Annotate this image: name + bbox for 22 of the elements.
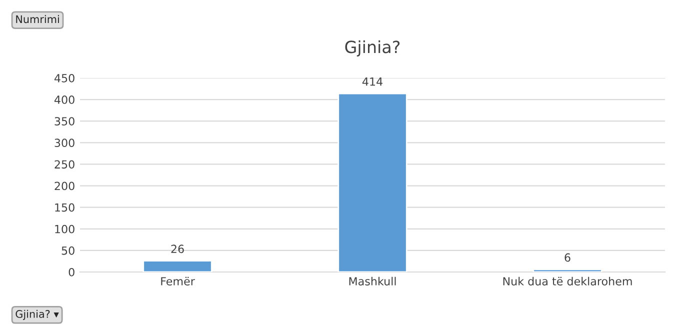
y-tick-label: 100 xyxy=(55,224,74,234)
x-tick-label: Mashkull xyxy=(349,276,396,286)
y-tick-label: 150 xyxy=(55,203,74,212)
x-tick-label: Femër xyxy=(161,276,195,286)
data-label: 6 xyxy=(564,253,570,262)
y-tick-label: 300 xyxy=(54,138,74,148)
data-label: 414 xyxy=(362,78,382,86)
y-tick-label: 350 xyxy=(54,117,74,126)
y-tick-label: 200 xyxy=(54,182,74,190)
bar xyxy=(142,260,212,272)
y-tick-label: 400 xyxy=(54,96,74,104)
bar xyxy=(338,92,408,272)
y-tick-label: 450 xyxy=(54,74,74,82)
y-tick-label: 50 xyxy=(62,246,74,255)
data-label: 26 xyxy=(171,244,184,254)
y-tick-label: 0 xyxy=(68,268,74,276)
x-tick-label: Nuk dua të deklarohem xyxy=(503,276,632,286)
text: Numrimi xyxy=(16,15,59,24)
bar xyxy=(532,268,602,272)
y-tick-label: 250 xyxy=(54,160,74,169)
chart-title: Gjinia? xyxy=(345,40,400,56)
text: Gjinia? ▾ xyxy=(16,310,59,320)
